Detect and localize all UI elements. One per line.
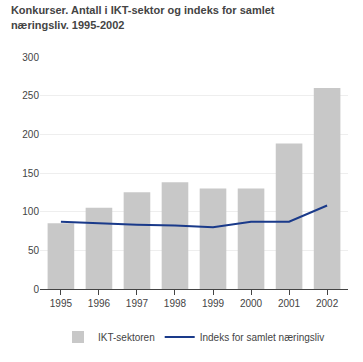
svg-text:100: 100 [22,206,39,217]
svg-text:250: 250 [22,90,39,101]
svg-text:200: 200 [22,129,39,140]
svg-text:1996: 1996 [88,298,111,309]
svg-text:50: 50 [28,245,40,256]
svg-text:Konkurser. Antall i IKT-sektor: Konkurser. Antall i IKT-sektor og indeks… [11,4,275,30]
svg-text:1998: 1998 [164,298,187,309]
svg-text:IKT-sektoren: IKT-sektoren [98,332,155,343]
svg-text:2001: 2001 [278,298,301,309]
svg-text:1997: 1997 [126,298,149,309]
svg-text:Indeks for samlet næringsliv: Indeks for samlet næringsliv [200,332,325,343]
svg-text:2002: 2002 [316,298,339,309]
svg-text:1995: 1995 [50,298,73,309]
svg-text:1999: 1999 [202,298,225,309]
svg-text:0: 0 [33,284,39,295]
svg-text:150: 150 [22,168,39,179]
svg-text:2000: 2000 [240,298,263,309]
svg-text:300: 300 [22,52,39,63]
